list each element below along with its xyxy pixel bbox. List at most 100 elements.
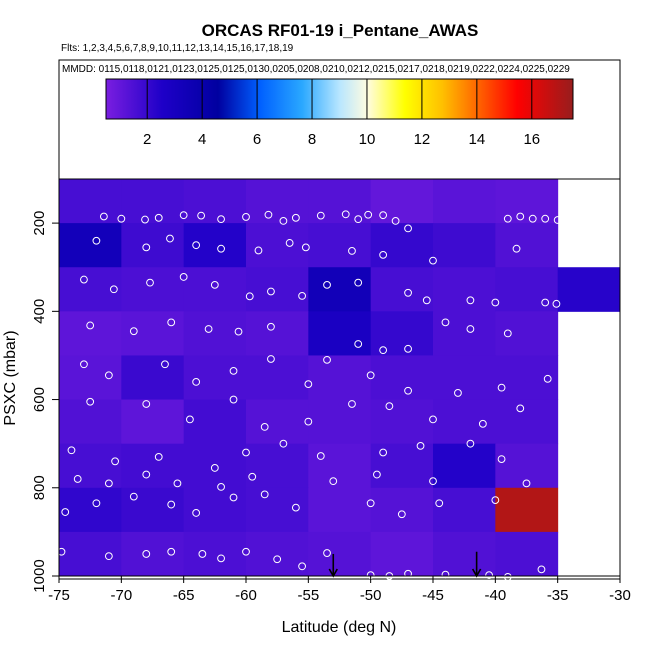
colorbar-tick-label: 14 xyxy=(469,131,486,148)
sample-point xyxy=(354,215,363,224)
colorbar-gradient xyxy=(105,78,574,120)
sample-point xyxy=(242,448,250,457)
colorbar-tick-label: 12 xyxy=(414,131,431,148)
heatmap-cell xyxy=(121,355,185,401)
sample-point xyxy=(111,457,119,466)
sample-point xyxy=(192,509,201,517)
sample-point xyxy=(497,383,506,392)
sample-point xyxy=(273,555,282,564)
sample-point xyxy=(298,562,307,571)
colorbar-tick-label: 6 xyxy=(253,131,261,148)
sample-point xyxy=(104,371,113,380)
heatmap-cell xyxy=(183,223,247,268)
plot-area: -75 -70 -65 -60 -55 -50 -45 -40 -35 -30 200 400 600… xyxy=(31,178,631,604)
sample-point xyxy=(167,318,176,327)
sample-point xyxy=(73,475,82,483)
sample-point xyxy=(404,569,412,578)
heatmap-cell xyxy=(121,531,185,577)
heatmap-cell xyxy=(308,311,372,356)
heatmap-cell xyxy=(370,223,434,268)
heatmap-cell xyxy=(246,399,309,445)
sample-point xyxy=(80,275,88,284)
sample-point xyxy=(86,321,95,330)
sample-point xyxy=(142,470,151,479)
sample-point xyxy=(279,217,288,225)
heatmap-cell xyxy=(433,355,496,401)
sample-point xyxy=(522,479,531,488)
heatmap-cell xyxy=(59,399,122,445)
y-tick-label: 600 xyxy=(31,387,48,412)
sample-point xyxy=(242,213,250,221)
heatmap-cell xyxy=(370,179,434,224)
sample-point xyxy=(166,234,174,243)
y-axis: 200 400 600 800 1000 xyxy=(31,179,60,593)
x-tick-label: -65 xyxy=(173,587,195,604)
sample-point xyxy=(541,298,550,307)
sample-point xyxy=(552,299,561,308)
heatmap-cell xyxy=(246,531,309,577)
sample-point xyxy=(435,499,444,508)
y-tick-label: 1000 xyxy=(31,559,48,592)
sample-point xyxy=(485,571,494,580)
y-tick-label: 200 xyxy=(31,211,48,236)
sample-point xyxy=(242,547,250,556)
heatmap-cell xyxy=(433,179,496,224)
sample-point xyxy=(422,296,431,305)
sample-point xyxy=(104,479,113,488)
sample-point xyxy=(80,360,88,369)
sample-point xyxy=(92,236,101,245)
sample-point xyxy=(348,247,356,255)
sample-point xyxy=(57,547,66,556)
heatmap-cell xyxy=(246,311,309,356)
sample-point xyxy=(441,570,450,579)
heatmap-cell xyxy=(121,311,185,356)
heatmap-cell xyxy=(308,531,372,577)
sample-point xyxy=(316,211,325,220)
y-tick-label: 400 xyxy=(31,299,48,324)
heatmap-cell xyxy=(433,311,496,356)
heatmap-cell xyxy=(433,443,496,489)
sample-point xyxy=(129,492,138,501)
heatmap-cell xyxy=(121,223,185,268)
heatmap-cell xyxy=(246,443,309,489)
sample-point xyxy=(404,224,412,233)
sample-point xyxy=(416,441,425,450)
heatmap-cell xyxy=(370,355,434,401)
heatmap-cell xyxy=(308,267,372,312)
sample-point xyxy=(503,572,512,581)
sample-point xyxy=(197,211,206,220)
sample-point xyxy=(248,472,257,481)
sample-point xyxy=(260,490,269,499)
heatmap-cell xyxy=(246,355,309,401)
heatmap-cell xyxy=(308,355,372,401)
colorbar-tick-label: 8 xyxy=(308,131,316,148)
sample-point xyxy=(279,439,288,448)
heatmap-cell xyxy=(59,267,122,312)
sample-point xyxy=(512,244,521,253)
heatmap-cell xyxy=(183,443,247,489)
sample-point xyxy=(572,252,581,261)
sample-point xyxy=(61,508,70,516)
x-tick-label: -30 xyxy=(609,587,631,604)
sample-point xyxy=(141,215,149,224)
sample-point xyxy=(109,285,118,294)
sample-point xyxy=(117,214,126,223)
sample-point xyxy=(491,496,500,505)
sample-point xyxy=(285,239,294,247)
sample-point xyxy=(186,415,194,424)
sample-point xyxy=(348,400,356,408)
heatmap-cell xyxy=(557,267,620,312)
heatmap-cell xyxy=(370,267,434,312)
sample-point xyxy=(210,280,219,289)
sample-point xyxy=(329,477,338,486)
x-axis: -75 -70 -65 -60 -55 -50 -45 -40 -35 -30 xyxy=(48,575,631,604)
sample-point xyxy=(192,378,201,386)
sample-point xyxy=(198,550,207,558)
sample-point xyxy=(366,499,375,508)
heatmap-cell xyxy=(370,531,434,577)
sample-point xyxy=(291,503,300,512)
sample-point xyxy=(167,547,176,556)
sample-point xyxy=(217,554,225,563)
sample-point xyxy=(291,213,300,222)
heatmap-cell xyxy=(183,399,247,445)
